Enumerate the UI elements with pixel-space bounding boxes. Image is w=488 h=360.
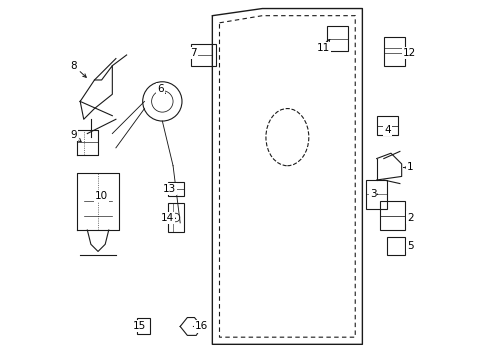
- Text: 8: 8: [70, 61, 86, 77]
- Text: 10: 10: [95, 191, 108, 201]
- Text: 3: 3: [369, 189, 377, 199]
- Text: 12: 12: [402, 48, 415, 58]
- Text: 7: 7: [190, 48, 197, 58]
- Text: 4: 4: [383, 125, 390, 135]
- Text: 16: 16: [193, 321, 208, 332]
- Text: 9: 9: [70, 130, 81, 142]
- Text: 2: 2: [407, 212, 413, 222]
- Text: 14: 14: [161, 213, 175, 223]
- Text: 15: 15: [132, 321, 145, 331]
- Text: 13: 13: [163, 184, 176, 194]
- Text: 5: 5: [405, 241, 413, 251]
- Text: 6: 6: [157, 84, 165, 94]
- Text: 1: 1: [403, 162, 413, 172]
- Text: 11: 11: [317, 39, 330, 53]
